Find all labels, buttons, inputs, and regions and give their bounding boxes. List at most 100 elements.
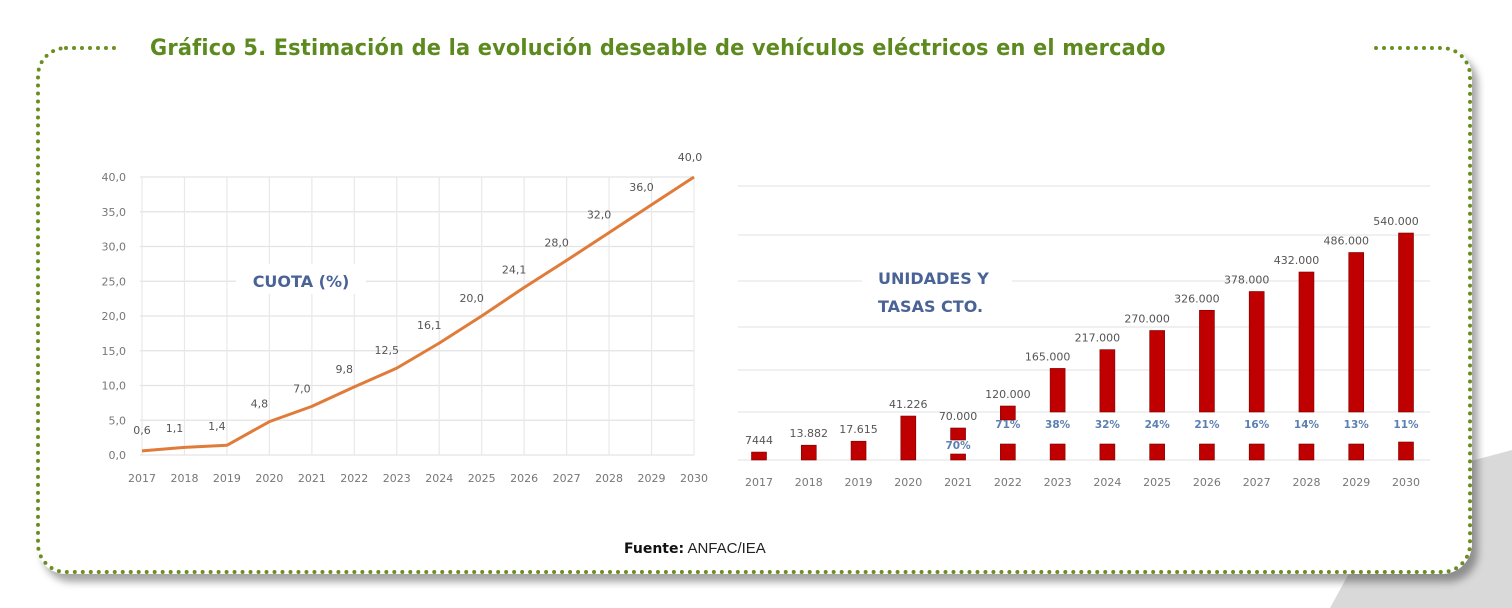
data-label: 12,5 xyxy=(375,344,400,357)
x-tick-label: 2029 xyxy=(1342,476,1370,489)
y-tick-label: 20,0 xyxy=(102,310,127,323)
units-label: 41.226 xyxy=(889,398,928,411)
growth-bar xyxy=(1348,443,1365,461)
units-bar xyxy=(1099,349,1116,413)
data-label: 36,0 xyxy=(629,181,654,194)
units-label: 378.000 xyxy=(1224,274,1270,287)
units-bar xyxy=(1000,405,1016,421)
growth-bar xyxy=(1199,443,1215,461)
growth-rate-label: 32% xyxy=(1095,419,1121,431)
growth-rate-label: 13% xyxy=(1344,419,1370,431)
x-tick-label: 2017 xyxy=(128,472,156,485)
units-bar xyxy=(1248,291,1265,413)
y-tick-label: 25,0 xyxy=(102,275,127,288)
units-bar xyxy=(1398,232,1414,413)
units-label: 7444 xyxy=(745,434,773,447)
x-tick-label: 2028 xyxy=(1292,476,1320,489)
units-label: 70.000 xyxy=(939,410,978,423)
growth-rate-label: 11% xyxy=(1393,419,1419,431)
units-label: 486.000 xyxy=(1323,235,1369,248)
source-value: ANFAC/IEA xyxy=(687,540,766,557)
y-tick-label: 30,0 xyxy=(102,241,127,254)
growth-bar xyxy=(1000,443,1016,461)
chart-title-line: TASAS CTO. xyxy=(878,297,983,316)
units-bar xyxy=(1348,252,1365,413)
units-bar xyxy=(1298,271,1315,413)
x-tick-label: 2024 xyxy=(425,472,453,485)
units-label: 432.000 xyxy=(1274,254,1320,267)
units-label: 270.000 xyxy=(1124,313,1170,326)
data-label: 0,6 xyxy=(133,424,151,437)
units-bar xyxy=(950,427,966,441)
units-bar xyxy=(1049,368,1066,413)
growth-bar xyxy=(1248,443,1265,461)
series-line xyxy=(141,175,695,453)
figure-title: Gráfico 5. Estimación de la evolución de… xyxy=(150,36,1166,61)
x-tick-label: 2026 xyxy=(1193,476,1221,489)
growth-bar xyxy=(1149,443,1165,461)
units-bar xyxy=(900,415,917,461)
data-label: 28,0 xyxy=(544,236,569,249)
units-bar xyxy=(850,440,867,461)
x-tick-label: 2024 xyxy=(1093,476,1121,489)
growth-rate-label: 38% xyxy=(1045,419,1071,431)
annotation-backdrop xyxy=(862,258,1012,324)
units-label: 540.000 xyxy=(1373,215,1419,228)
y-tick-label: 10,0 xyxy=(102,380,127,393)
y-tick-label: 0,0 xyxy=(109,449,127,462)
data-label: 20,0 xyxy=(459,292,484,305)
data-label: 24,1 xyxy=(502,264,527,277)
growth-rate-label: 14% xyxy=(1294,419,1320,431)
x-tick-label: 2029 xyxy=(638,472,666,485)
growth-bar xyxy=(1049,443,1066,461)
x-tick-label: 2030 xyxy=(1392,476,1420,489)
growth-rate-label: 71% xyxy=(995,419,1021,431)
units-bar xyxy=(800,444,817,461)
chart-title: CUOTA (%) xyxy=(253,272,350,291)
title-backdrop xyxy=(120,36,1370,62)
growth-rate-label: 16% xyxy=(1244,419,1270,431)
source-label: Fuente: xyxy=(624,541,685,557)
x-tick-label: 2021 xyxy=(298,472,326,485)
data-label: 1,1 xyxy=(166,422,184,435)
x-tick-label: 2019 xyxy=(213,472,241,485)
x-tick-label: 2020 xyxy=(255,472,283,485)
units-label: 120.000 xyxy=(985,388,1031,401)
data-label: 7,0 xyxy=(293,382,311,395)
x-tick-label: 2018 xyxy=(795,476,823,489)
x-tick-label: 2026 xyxy=(510,472,538,485)
growth-bar xyxy=(1298,443,1315,461)
x-tick-label: 2019 xyxy=(845,476,873,489)
units-label: 326.000 xyxy=(1174,292,1220,305)
growth-bar xyxy=(1099,443,1116,461)
y-tick-label: 5,0 xyxy=(109,414,127,427)
data-label: 40,0 xyxy=(678,151,703,164)
units-label: 217.000 xyxy=(1075,332,1121,345)
x-tick-label: 2018 xyxy=(170,472,198,485)
x-tick-label: 2020 xyxy=(894,476,922,489)
x-tick-label: 2027 xyxy=(1243,476,1271,489)
x-tick-label: 2023 xyxy=(1044,476,1072,489)
units-label: 17.615 xyxy=(839,423,878,436)
growth-bar xyxy=(950,453,966,461)
x-tick-label: 2027 xyxy=(553,472,581,485)
units-label: 165.000 xyxy=(1025,350,1071,363)
x-tick-label: 2022 xyxy=(340,472,368,485)
data-label: 1,4 xyxy=(208,420,226,433)
x-tick-label: 2023 xyxy=(383,472,411,485)
data-label: 4,8 xyxy=(251,398,269,411)
growth-rate-label: 70% xyxy=(946,440,972,452)
data-label: 16,1 xyxy=(417,319,442,332)
units-bar xyxy=(1199,309,1215,413)
chart-title-line: UNIDADES Y xyxy=(878,269,989,288)
data-label: 9,8 xyxy=(336,363,354,376)
growth-rate-label: 21% xyxy=(1194,419,1220,431)
x-tick-label: 2021 xyxy=(944,476,972,489)
annotation-backdrop xyxy=(236,264,366,294)
growth-rate-label: 24% xyxy=(1145,419,1171,431)
units-label: 13.882 xyxy=(790,427,829,440)
y-tick-label: 15,0 xyxy=(102,345,127,358)
x-tick-label: 2025 xyxy=(468,472,496,485)
